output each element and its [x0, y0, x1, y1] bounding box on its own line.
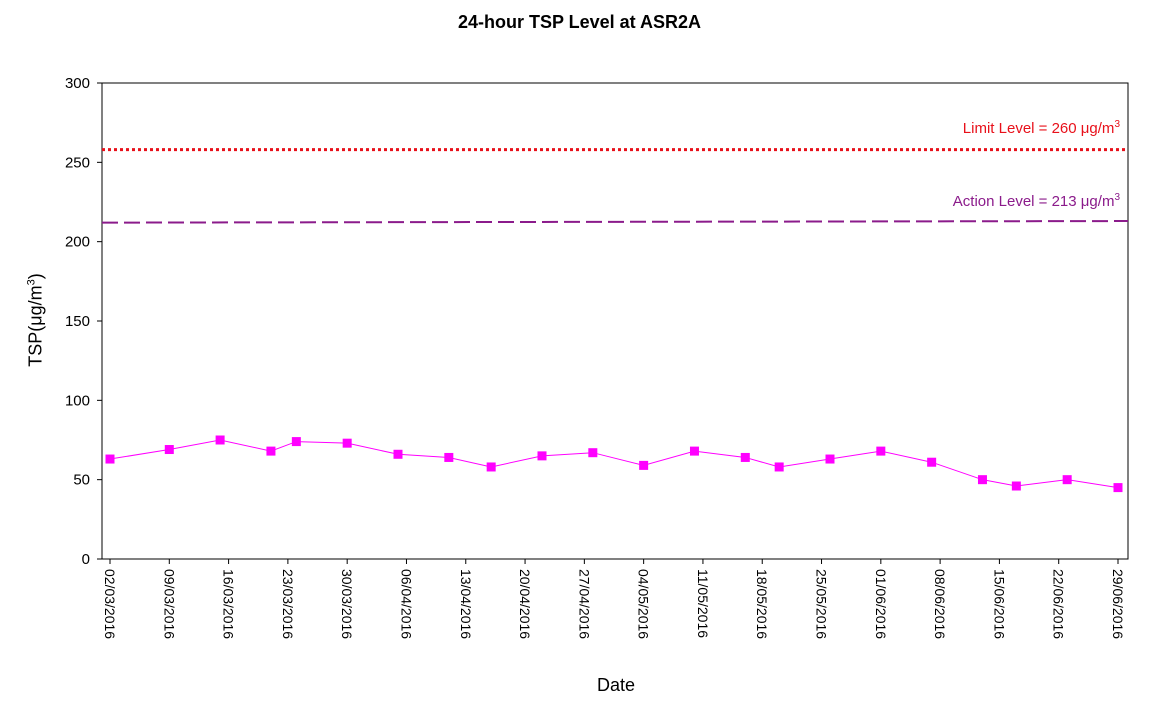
x-tick-label: 22/06/2016: [1051, 569, 1067, 639]
x-tick-label: 13/04/2016: [458, 569, 474, 639]
tsp-data-point: [639, 460, 649, 470]
tsp-data-point: [215, 435, 225, 445]
x-tick-label: 01/06/2016: [873, 569, 889, 639]
limit-level-label-superscript: 3: [1114, 119, 1120, 130]
action-level-label: Action Level = 213 μg/m3: [953, 192, 1120, 210]
x-tick-label: 09/03/2016: [161, 569, 177, 639]
x-axis-label: Date: [596, 675, 636, 695]
x-tick-label: 04/05/2016: [636, 569, 652, 639]
action-level-label-text: Action Level = 213 μg/m: [952, 193, 1115, 210]
plot-area-frame: [101, 82, 1129, 560]
y-tick-label: 300: [65, 75, 90, 92]
x-tick-label: 02/03/2016: [102, 569, 118, 639]
x-tick-label: 23/03/2016: [280, 569, 296, 639]
action-level-label-superscript: 3: [1114, 192, 1120, 203]
x-tick-label: 08/06/2016: [932, 569, 948, 639]
x-tick-label: 18/05/2016: [754, 569, 770, 639]
tsp-data-point: [342, 438, 352, 448]
tsp-data-point: [774, 462, 784, 472]
x-tick-label: 29/06/2016: [1110, 569, 1126, 639]
tsp-data-point: [588, 448, 598, 458]
tsp-data-point: [876, 446, 886, 456]
y-tick-label: 150: [65, 313, 90, 330]
y-tick-label: 100: [65, 392, 90, 409]
x-tick-label: 16/03/2016: [221, 569, 237, 639]
tsp-data-point: [105, 454, 115, 464]
chart-title: 24-hour TSP Level at ASR2A: [457, 12, 702, 32]
tsp-data-point: [291, 437, 301, 447]
action-level-line: [101, 220, 1129, 224]
tsp-data-point: [825, 454, 835, 464]
tsp-data-point: [393, 449, 403, 459]
x-tick-label: 30/03/2016: [339, 569, 355, 639]
tsp-data-point: [1062, 475, 1072, 485]
tsp-data-point: [266, 446, 276, 456]
y-tick-label: 250: [65, 154, 90, 171]
tsp-data-point: [444, 452, 454, 462]
x-tick-label: 20/04/2016: [517, 569, 533, 639]
x-tick-label: 15/06/2016: [991, 569, 1007, 639]
tsp-data-point: [1113, 483, 1123, 493]
tsp-data-point: [1011, 481, 1021, 491]
limit-level-label: Limit Level = 260 μg/m3: [963, 119, 1120, 137]
x-tick-label: 25/05/2016: [814, 569, 830, 639]
x-tick-label: 06/04/2016: [398, 569, 414, 639]
tsp-data-point: [164, 445, 174, 455]
y-tick-label: 0: [82, 551, 90, 568]
limit-level-label-text: Limit Level = 260 μg/m: [962, 120, 1115, 137]
tsp-data-point: [927, 457, 937, 467]
y-tick-label: 50: [73, 472, 90, 489]
tsp-data-point: [486, 462, 496, 472]
tsp-data-point: [537, 451, 547, 461]
y-tick-label: 200: [65, 234, 90, 251]
x-tick-label: 11/05/2016: [695, 569, 711, 638]
tsp-series-line: [109, 439, 1119, 489]
tsp-data-point: [977, 475, 987, 485]
tsp-data-point: [689, 446, 699, 456]
x-tick-label: 27/04/2016: [576, 569, 592, 639]
tsp-data-point: [740, 452, 750, 462]
